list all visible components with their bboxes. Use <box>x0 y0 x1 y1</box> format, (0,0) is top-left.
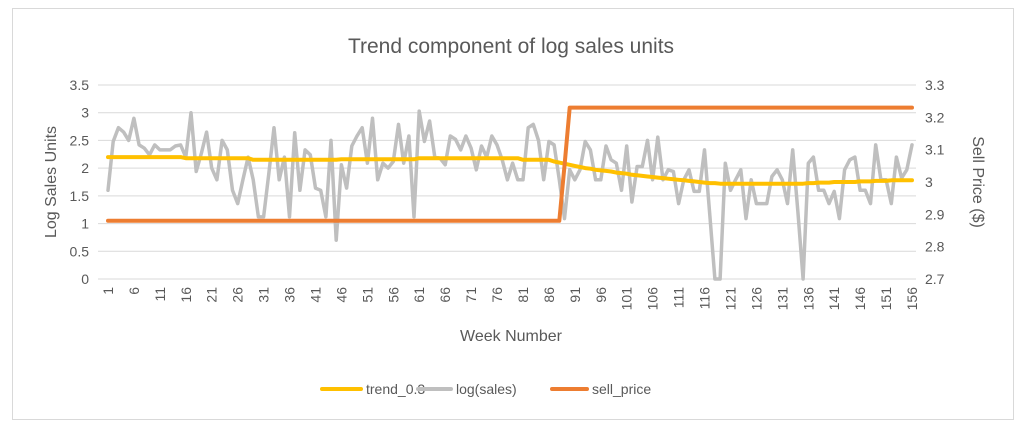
legend-label: sell_price <box>592 381 651 397</box>
y-axis-left: 0 0.5 1 1.5 2 2.5 3 3.5 <box>70 77 90 287</box>
legend-label: trend_0.3 <box>366 381 425 397</box>
series-group <box>106 105 914 281</box>
y2-tick-label: 2.7 <box>925 271 945 287</box>
x-tick-label: 51 <box>359 287 375 303</box>
x-tick-label: 151 <box>878 287 894 311</box>
x-tick-label: 1 <box>100 287 116 295</box>
x-tick-label: 21 <box>204 287 220 303</box>
x-tick-label: 71 <box>463 287 479 303</box>
series-line-sell-price <box>106 105 914 223</box>
x-tick-label: 66 <box>437 287 453 303</box>
x-tick-label: 126 <box>748 287 764 311</box>
x-tick-label: 76 <box>489 287 505 303</box>
y2-tick-label: 2.8 <box>925 239 945 255</box>
x-tick-label: 131 <box>774 287 790 311</box>
x-tick-label: 11 <box>152 287 168 302</box>
x-tick-label: 156 <box>904 287 920 311</box>
y2-tick-label: 3 <box>925 174 933 190</box>
x-tick-label: 146 <box>852 287 868 311</box>
y2-axis-title: Sell Price ($) <box>969 136 986 228</box>
x-tick-label: 96 <box>593 287 609 303</box>
legend: trend_0.3 log(sales) sell_price <box>320 381 651 397</box>
chart-frame <box>12 8 1014 420</box>
y2-tick-label: 3.2 <box>925 109 945 125</box>
y-tick-label: 1 <box>81 216 89 232</box>
x-axis: 1 6 11 16 21 26 31 36 41 46 51 56 61 66 71 76 81 86 91 96 10… <box>100 287 920 311</box>
y-tick-label: 1.5 <box>70 188 90 204</box>
x-tick-label: 26 <box>230 287 246 303</box>
x-axis-title: Week Number <box>460 328 563 345</box>
x-tick-label: 141 <box>826 287 842 311</box>
x-tick-label: 86 <box>541 287 557 303</box>
y-tick-label: 2.5 <box>70 132 90 148</box>
x-tick-label: 91 <box>567 287 583 303</box>
x-tick-label: 116 <box>697 287 713 310</box>
y-axis-title: Log Sales Units <box>43 126 60 238</box>
x-tick-label: 46 <box>333 287 349 303</box>
x-tick-label: 6 <box>126 287 142 295</box>
x-tick-label: 101 <box>619 287 635 311</box>
y-tick-label: 0 <box>81 271 89 287</box>
x-tick-label: 61 <box>411 287 427 303</box>
x-tick-label: 106 <box>645 287 661 311</box>
y2-tick-label: 2.9 <box>925 206 945 222</box>
x-tick-label: 56 <box>385 287 401 303</box>
y-tick-label: 2 <box>81 160 89 176</box>
series-line-log-sales <box>106 109 914 281</box>
y-axis-right: 2.7 2.8 2.9 3 3.1 3.2 3.3 <box>925 77 945 287</box>
x-tick-label: 16 <box>178 287 194 303</box>
x-tick-label: 81 <box>515 287 531 303</box>
x-tick-label: 36 <box>282 287 298 303</box>
y-tick-label: 3 <box>81 105 89 121</box>
x-tick-label: 31 <box>256 287 272 303</box>
x-tick-label: 111 <box>671 287 687 308</box>
y-tick-label: 0.5 <box>70 243 90 259</box>
chart-title: Trend component of log sales units <box>348 35 674 58</box>
x-tick-label: 121 <box>722 287 738 311</box>
y2-tick-label: 3.3 <box>925 77 945 93</box>
x-tick-label: 136 <box>800 287 816 311</box>
series-line-trend-0-3 <box>106 155 914 186</box>
y-tick-label: 3.5 <box>70 77 90 93</box>
legend-label: log(sales) <box>456 381 517 397</box>
y2-tick-label: 3.1 <box>925 142 945 158</box>
x-tick-label: 41 <box>307 287 323 303</box>
